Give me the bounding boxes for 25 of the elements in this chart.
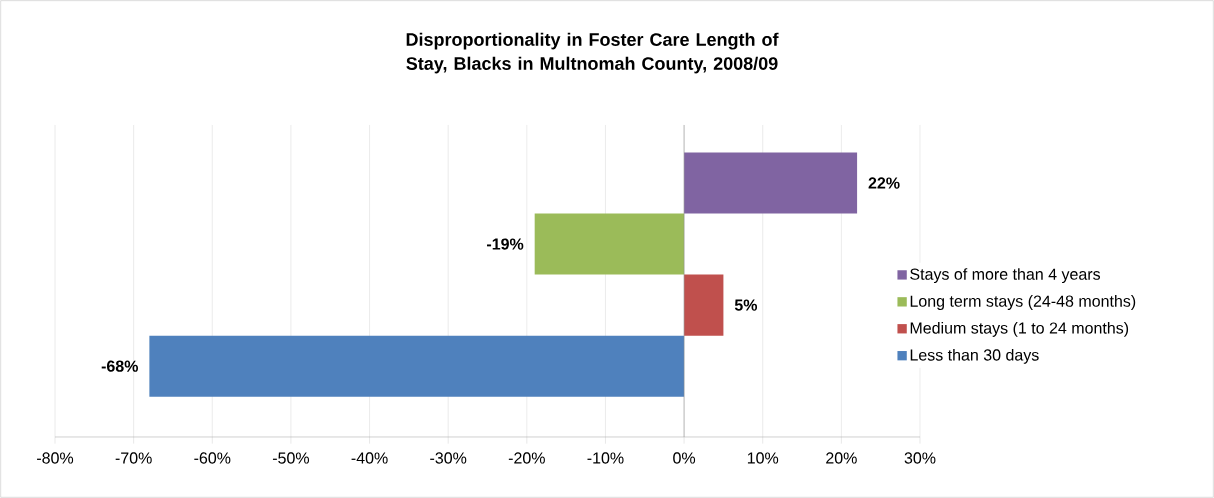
x-tick-label: -20%	[508, 452, 545, 464]
data-label: 5%	[734, 299, 758, 311]
x-tick-label: 10%	[747, 452, 779, 464]
data-label: 22%	[868, 177, 900, 189]
x-tick-label: -30%	[430, 452, 467, 464]
x-tick-label: 0%	[673, 452, 696, 464]
bar	[534, 213, 685, 275]
bar	[149, 335, 685, 397]
x-tick-label: 30%	[904, 452, 936, 464]
x-tick-label: -70%	[115, 452, 152, 464]
bar	[684, 152, 858, 214]
x-tick-label: -80%	[37, 452, 74, 464]
x-tick-label: -10%	[587, 452, 624, 464]
chart-title: Disproportionality in Foster Care Length of Stay, Blacks in Multnomah County, 2008/09	[406, 32, 779, 74]
legend-label: Less than 30 days	[910, 348, 1039, 364]
bar	[684, 274, 724, 336]
legend-label: Medium stays (1 to 24 months)	[910, 321, 1129, 337]
x-tick-label: -60%	[194, 452, 231, 464]
data-label: -68%	[101, 360, 139, 372]
x-tick-label: 20%	[826, 452, 857, 464]
legend-label: Stays of more than 4 years	[910, 268, 1101, 284]
x-tick-label: -40%	[351, 452, 388, 464]
legend-label: Long term stays (24-48 months)	[910, 295, 1136, 310]
x-tick-label: -50%	[272, 452, 310, 464]
data-label: -19%	[487, 238, 524, 250]
